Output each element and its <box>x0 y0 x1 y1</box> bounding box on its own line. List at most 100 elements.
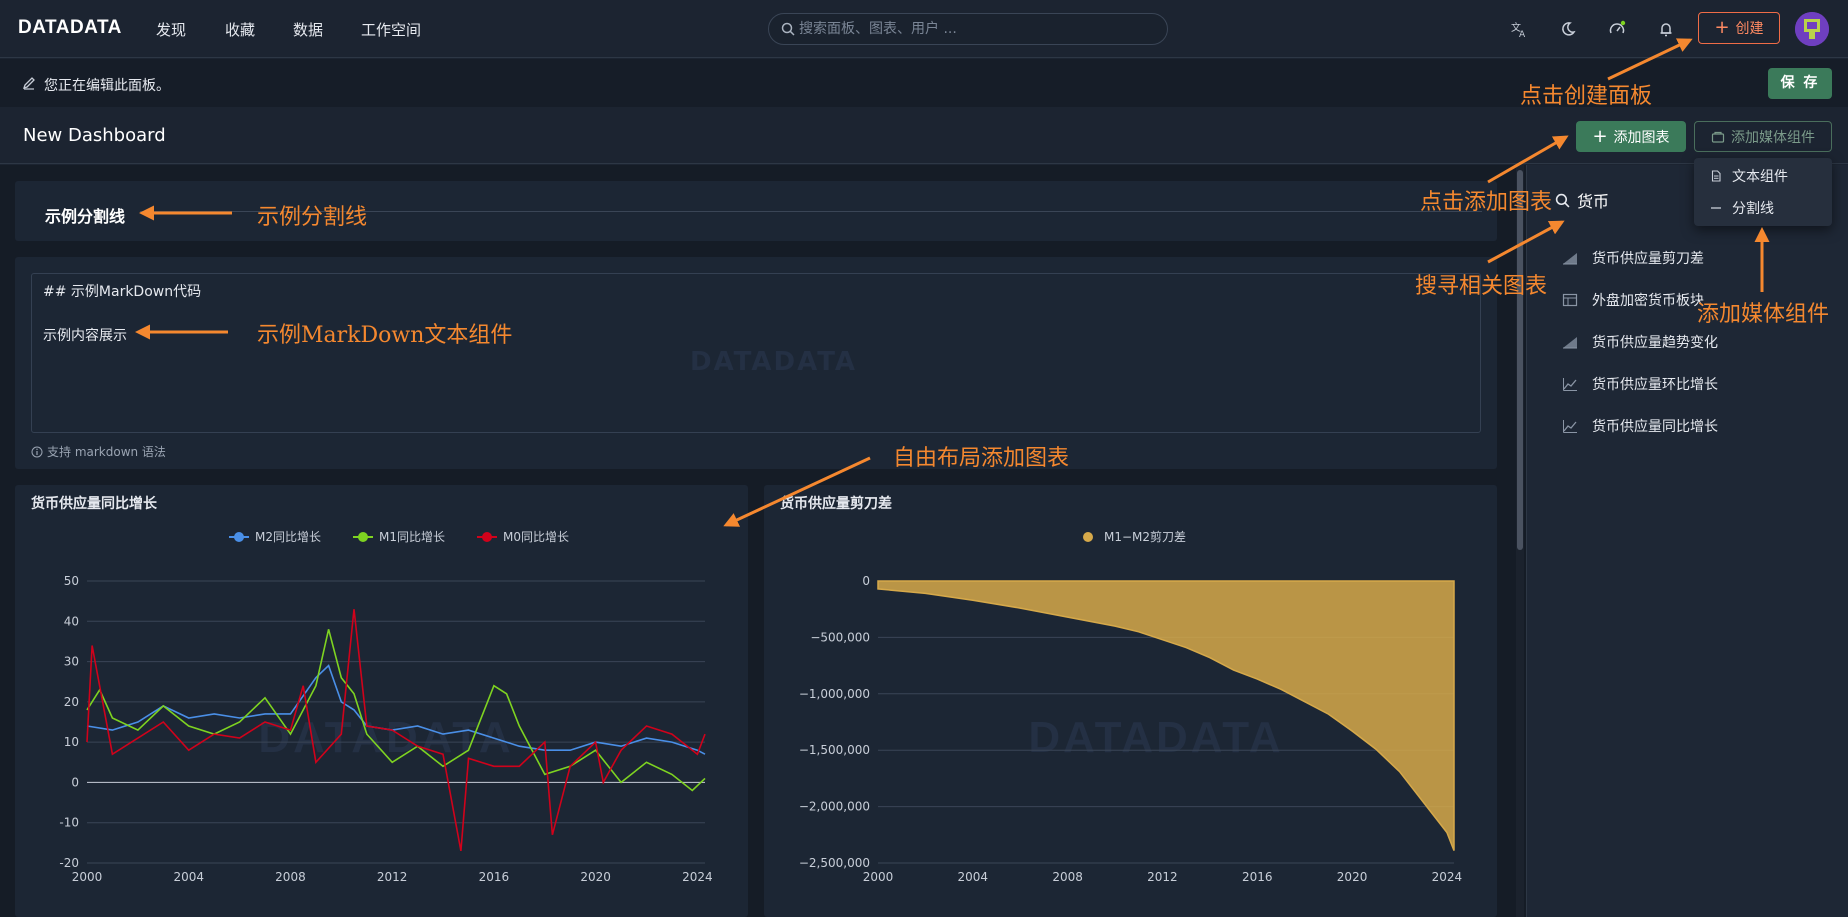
edit-mode-text: 您正在编辑此面板。 <box>44 78 170 94</box>
svg-text:A: A <box>1519 30 1526 39</box>
annotation-add-chart: 点击添加图表 <box>1420 190 1553 215</box>
media-dropdown <box>1694 158 1832 226</box>
y-tick-label: −2,500,000 <box>799 856 870 870</box>
text-component-label: 文本组件 <box>1732 169 1788 185</box>
info-icon <box>31 446 43 457</box>
svg-text:文: 文 <box>1511 21 1521 34</box>
add-media-label: 添加媒体组件 <box>1731 129 1815 146</box>
text-component-option[interactable]: 文本组件 <box>1710 166 1788 186</box>
y-tick-label: -20 <box>59 856 79 870</box>
chart-list-item[interactable]: 外盘加密货币板块 <box>1562 289 1704 311</box>
dashboard-header <box>0 108 1848 164</box>
add-chart-button[interactable]: + 添加图表 <box>1576 121 1686 152</box>
chart-panel-yoy-growth[interactable]: 货币供应量同比增长 DATADATA 50 40 30 20 10 0 -10 -20 2000 2… <box>15 485 748 917</box>
nav-discover[interactable]: 发现 <box>156 21 187 39</box>
avatar-image <box>1795 12 1829 46</box>
search-icon <box>781 22 795 36</box>
legend-label: M1−M2剪刀差 <box>1104 529 1186 544</box>
translate-icon[interactable]: 文A <box>1509 19 1529 39</box>
chart-list-item[interactable]: 货币供应量环比增长 <box>1562 373 1718 395</box>
y-tick-label: −500,000 <box>810 630 870 644</box>
x-tick-label: 2020 <box>1337 870 1368 884</box>
chart-list-item[interactable]: 货币供应量剪刀差 <box>1562 247 1704 269</box>
search-input[interactable] <box>799 19 1149 39</box>
dark-mode-icon[interactable] <box>1558 19 1578 39</box>
chart-panel-scissors-gap[interactable]: 货币供应量剪刀差 DATADATA 0 −500,000 −1,000,000 −1,5… <box>764 485 1497 917</box>
x-tick-label: 2008 <box>1052 870 1083 884</box>
annotation-search-chart: 搜寻相关图表 <box>1415 274 1548 299</box>
pencil-icon <box>22 77 35 90</box>
chart-list-item[interactable]: 货币供应量同比增长 <box>1562 415 1718 437</box>
chart-list-label: 货币供应量同比增长 <box>1592 419 1718 435</box>
markdown-hint-text: 支持 markdown 语法 <box>47 445 166 459</box>
x-tick-label: 2012 <box>1147 870 1178 884</box>
x-tick-label: 2012 <box>377 870 408 884</box>
create-button-label: 创建 <box>1735 21 1764 37</box>
edit-mode-bar: 您正在编辑此面板。 <box>0 59 1848 107</box>
line-series <box>86 609 706 852</box>
x-tick-label: 2024 <box>682 870 713 884</box>
chart-list-label: 货币供应量趋势变化 <box>1592 335 1718 351</box>
chart-list-item[interactable]: 货币供应量趋势变化 <box>1562 331 1718 353</box>
y-tick-label: -10 <box>59 816 79 830</box>
plus-icon: + <box>1592 125 1608 147</box>
nav-workspace[interactable]: 工作空间 <box>361 21 422 39</box>
y-tick-label: −1,000,000 <box>799 687 870 701</box>
divider-title: 示例分割线 <box>45 207 126 226</box>
chart-search-box[interactable] <box>1545 182 1705 218</box>
table-icon <box>1562 293 1578 307</box>
divider-line <box>140 211 1482 212</box>
x-tick-label: 2020 <box>580 870 611 884</box>
scrollbar-thumb[interactable] <box>1517 170 1523 550</box>
legend-label: M2同比增长 <box>255 530 321 544</box>
add-chart-label: 添加图表 <box>1613 129 1670 146</box>
bell-icon[interactable] <box>1656 19 1676 39</box>
chart-search-input[interactable] <box>1577 188 1697 212</box>
search-icon <box>1555 193 1570 208</box>
legend-item: M1同比增长 <box>353 530 445 544</box>
legend-item: M2同比增长 <box>229 530 321 544</box>
save-button[interactable]: 保 存 <box>1768 68 1832 99</box>
divider-option[interactable]: 分割线 <box>1710 198 1774 218</box>
line-chart-icon <box>1563 378 1577 391</box>
x-tick-label: 2004 <box>958 870 989 884</box>
x-tick-label: 2000 <box>863 870 894 884</box>
nav-data[interactable]: 数据 <box>293 21 324 39</box>
dashboard-gauge-icon[interactable] <box>1607 19 1627 39</box>
x-tick-label: 2000 <box>72 870 103 884</box>
watermark: DATADATA <box>690 347 858 377</box>
x-tick-label: 2016 <box>479 870 510 884</box>
annotation-add-media: 添加媒体组件 <box>1697 302 1830 327</box>
chart-list-label: 货币供应量剪刀差 <box>1592 251 1704 267</box>
y-tick-label: 20 <box>64 695 79 709</box>
global-search[interactable] <box>768 13 1168 45</box>
legend-item: M0同比增长 <box>477 530 569 544</box>
markdown-editor[interactable] <box>31 273 1481 433</box>
annotation-divider: 示例分割线 <box>257 205 368 230</box>
line-chart-icon <box>1563 420 1577 433</box>
x-tick-label: 2016 <box>1242 870 1273 884</box>
create-button[interactable]: + 创建 <box>1698 12 1780 44</box>
chart-list-label: 货币供应量环比增长 <box>1592 377 1718 393</box>
y-tick-label: 50 <box>64 574 79 588</box>
x-tick-label: 2024 <box>1432 870 1463 884</box>
markdown-content-text: 示例内容展示 <box>43 328 127 344</box>
dashboard-title[interactable]: New Dashboard <box>23 125 166 146</box>
add-media-button[interactable]: 添加媒体组件 <box>1694 121 1832 152</box>
area-series <box>877 580 1455 851</box>
y-tick-label: 0 <box>71 775 79 789</box>
avatar[interactable] <box>1795 12 1829 46</box>
nav-favorites[interactable]: 收藏 <box>225 21 256 39</box>
media-box-icon <box>1711 131 1725 143</box>
datadata-logo[interactable]: DATADATA <box>18 17 122 38</box>
y-tick-label: −2,000,000 <box>799 800 870 814</box>
chart-title: 货币供应量同比增长 <box>31 496 157 512</box>
y-tick-label: −1,500,000 <box>799 743 870 757</box>
annotation-markdown: 示例MarkDown文本组件 <box>257 323 513 348</box>
gap-area-chart: DATADATA 0 −500,000 −1,000,000 −1,500,000 −2,… <box>799 529 1463 884</box>
y-tick-label: 30 <box>64 655 79 669</box>
markdown-component[interactable] <box>15 257 1497 469</box>
legend-label: M0同比增长 <box>503 530 569 544</box>
area-chart-icon <box>1563 253 1577 265</box>
